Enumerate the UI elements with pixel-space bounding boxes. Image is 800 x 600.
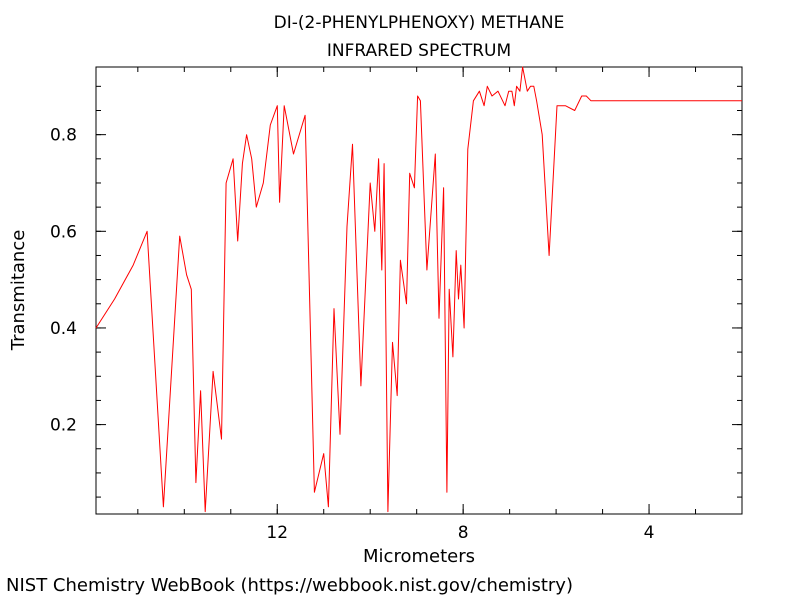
chart-title-line-2: INFRARED SPECTRUM [327, 41, 511, 61]
y-tick-label: 0.8 [50, 126, 77, 146]
axis-ticks [96, 67, 743, 514]
chart-title-line-1: DI-(2-PHENYLPHENOXY) METHANE [274, 13, 565, 33]
footer-credit: NIST Chemistry WebBook (https://webbook.… [6, 575, 573, 596]
x-tick-label: 8 [458, 523, 469, 543]
axis-tick-labels: 12 8 4 0.2 0.4 0.6 0.8 [50, 126, 655, 543]
y-tick-label: 0.2 [50, 416, 77, 436]
x-tick-label: 12 [266, 523, 288, 543]
y-tick-label: 0.6 [50, 222, 77, 242]
plot-frame [95, 66, 743, 515]
y-tick-label: 0.4 [50, 319, 77, 339]
y-axis-label: Transmitance [8, 230, 29, 352]
spectrum-line [95, 66, 742, 513]
x-tick-label: 4 [644, 523, 655, 543]
x-axis-label: Micrometers [363, 546, 475, 567]
series-layer [95, 66, 742, 513]
